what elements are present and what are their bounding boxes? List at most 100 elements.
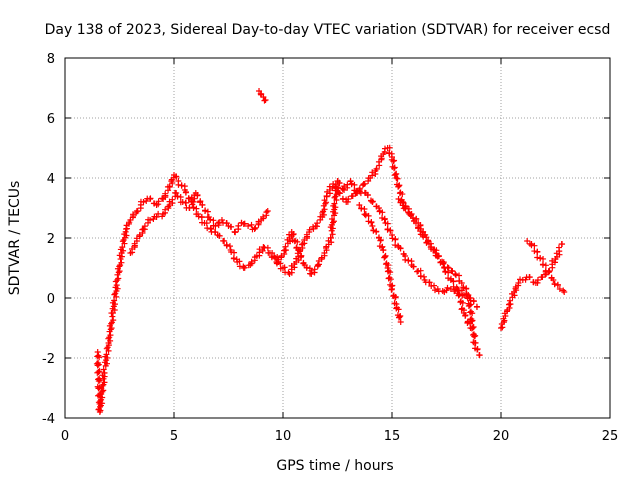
data-point xyxy=(248,221,255,228)
data-point xyxy=(408,211,415,217)
data-point xyxy=(332,210,339,217)
data-point xyxy=(334,188,341,195)
data-point xyxy=(260,215,267,222)
data-point xyxy=(311,266,318,273)
data-point xyxy=(466,294,473,301)
x-tick-label: 15 xyxy=(384,429,401,444)
data-point xyxy=(96,354,103,361)
data-point xyxy=(245,223,252,229)
data-point xyxy=(115,269,122,276)
data-point xyxy=(458,280,465,286)
data-point xyxy=(104,354,111,361)
data-point xyxy=(410,263,417,270)
data-point xyxy=(147,195,154,202)
data-point xyxy=(515,280,522,286)
data-point xyxy=(379,209,386,216)
data-point xyxy=(400,200,407,206)
data-point xyxy=(361,180,368,187)
data-point xyxy=(103,360,110,367)
data-point xyxy=(377,237,384,244)
data-point xyxy=(251,226,258,232)
data-point xyxy=(426,279,433,286)
data-point xyxy=(526,274,533,281)
data-point xyxy=(99,388,106,395)
data-point xyxy=(260,244,267,250)
data-point xyxy=(329,225,336,232)
data-point xyxy=(545,269,552,276)
data-point xyxy=(252,224,259,231)
data-point xyxy=(351,181,358,188)
data-point xyxy=(241,264,248,271)
data-point xyxy=(512,285,519,292)
data-point xyxy=(95,361,102,368)
data-point xyxy=(232,229,239,236)
data-point xyxy=(469,317,476,324)
y-tick-label: 0 xyxy=(47,292,55,307)
data-point xyxy=(422,231,429,238)
data-point xyxy=(417,267,424,274)
data-point xyxy=(432,287,438,294)
data-point xyxy=(322,200,329,207)
data-point xyxy=(474,304,481,310)
data-point xyxy=(101,369,108,376)
data-point xyxy=(179,199,186,205)
data-point xyxy=(394,175,401,182)
data-point xyxy=(450,278,457,285)
data-point xyxy=(103,351,110,358)
data-point xyxy=(306,226,313,233)
data-point xyxy=(111,291,118,298)
data-point xyxy=(395,306,402,313)
data-point xyxy=(294,238,301,245)
data-point xyxy=(361,206,368,212)
y-axis-label: SDTVAR / TECUs xyxy=(7,181,23,296)
data-point xyxy=(112,301,119,308)
data-point xyxy=(262,97,269,103)
data-point xyxy=(123,232,130,239)
data-point xyxy=(369,223,376,229)
data-point xyxy=(169,196,176,203)
data-point xyxy=(456,272,463,279)
data-point xyxy=(329,219,336,226)
data-point xyxy=(397,319,404,325)
data-point xyxy=(113,282,120,289)
data-point xyxy=(472,332,479,339)
data-point xyxy=(397,245,404,252)
data-point xyxy=(554,282,561,289)
data-point xyxy=(105,335,112,342)
data-point xyxy=(378,244,385,251)
data-point xyxy=(110,317,117,324)
y-tick-label: 2 xyxy=(47,232,55,247)
data-point xyxy=(550,277,557,283)
data-point xyxy=(94,362,101,369)
data-point xyxy=(331,194,338,201)
data-point xyxy=(470,298,477,305)
data-point xyxy=(395,314,402,321)
data-point xyxy=(221,238,228,244)
data-point xyxy=(165,205,172,212)
data-point xyxy=(393,175,400,181)
data-point xyxy=(269,250,276,256)
data-point xyxy=(318,256,325,263)
x-tick-label: 25 xyxy=(602,429,619,444)
data-point xyxy=(474,346,481,353)
data-point xyxy=(534,249,541,256)
data-point xyxy=(264,208,271,214)
data-point xyxy=(108,320,115,327)
data-point xyxy=(109,313,116,320)
data-point xyxy=(218,217,225,223)
data-point xyxy=(141,223,148,230)
data-point xyxy=(333,185,340,192)
data-point xyxy=(459,299,466,306)
data-point xyxy=(96,377,103,384)
data-point xyxy=(327,234,334,241)
data-point xyxy=(166,183,173,190)
data-point xyxy=(198,214,205,221)
data-point xyxy=(396,313,403,320)
data-point xyxy=(534,277,541,283)
data-point xyxy=(314,220,321,227)
data-point xyxy=(125,220,132,227)
data-point xyxy=(386,274,393,281)
data-point xyxy=(441,265,448,271)
data-point xyxy=(364,192,371,199)
data-point xyxy=(452,271,459,277)
